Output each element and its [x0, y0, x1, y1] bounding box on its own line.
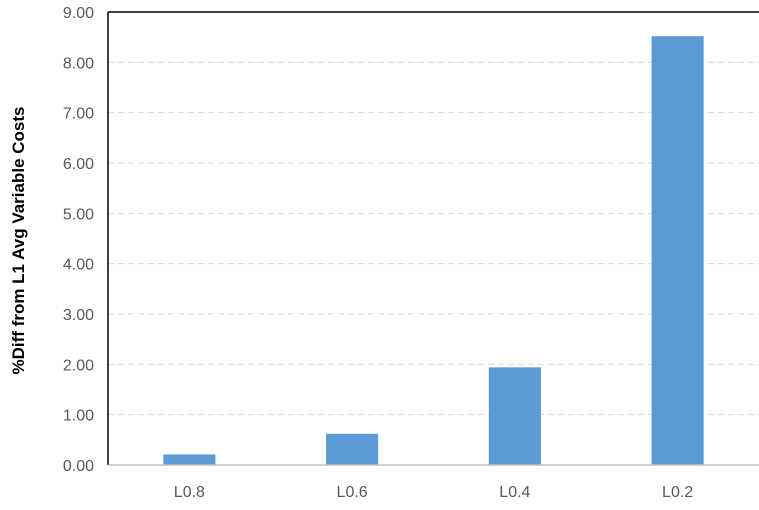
x-tick-labels: L0.8 L0.6 L0.4 L0.2 — [174, 484, 693, 501]
y-axis-title: %Diff from L1 Avg Variable Costs — [9, 107, 28, 375]
y-tick-label: 0.00 — [63, 458, 94, 475]
y-tick-label: 6.00 — [63, 156, 94, 173]
y-tick-label: 2.00 — [63, 357, 94, 374]
y-tick-label: 3.00 — [63, 307, 94, 324]
y-tick-label: 5.00 — [63, 206, 94, 223]
y-tick-label: 9.00 — [63, 5, 94, 22]
gridlines — [108, 61, 759, 416]
bar — [651, 36, 704, 465]
y-tick-label: 7.00 — [63, 106, 94, 123]
bar — [488, 367, 541, 465]
bars — [163, 36, 704, 465]
x-tick-label: L0.6 — [337, 484, 368, 501]
y-tick-labels: 0.00 1.00 2.00 3.00 4.00 5.00 6.00 7.00 8.00 9.00 — [63, 5, 94, 475]
y-tick-label: 8.00 — [63, 55, 94, 72]
axes — [107, 11, 759, 466]
x-tick-label: L0.4 — [499, 484, 530, 501]
bar — [163, 454, 216, 465]
y-tick-label: 4.00 — [63, 257, 94, 274]
bar — [326, 433, 379, 465]
x-tick-label: L0.8 — [174, 484, 205, 501]
y-tick-label: 1.00 — [63, 408, 94, 425]
x-tick-label: L0.2 — [662, 484, 693, 501]
